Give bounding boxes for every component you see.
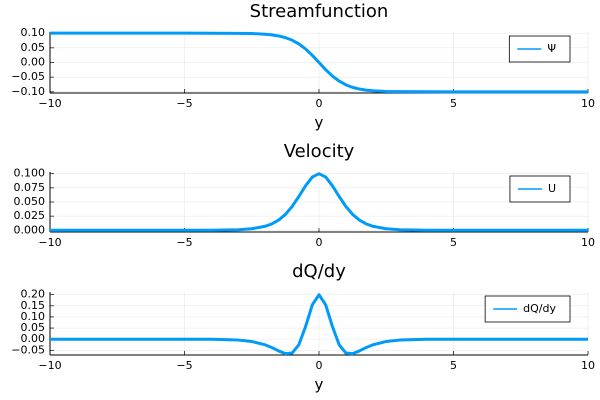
y-tick-label: 0.050 <box>14 195 46 208</box>
y-tick-label: 0.05 <box>21 41 46 54</box>
x-tick-label: −5 <box>176 359 192 372</box>
x-tick-label: 0 <box>316 236 323 249</box>
x-tick-label: 0 <box>316 97 323 110</box>
x-tick-label: −5 <box>176 236 192 249</box>
y-tick-label: 0.20 <box>21 288 46 301</box>
chart-title: Velocity <box>284 141 355 162</box>
y-tick-label: 0.075 <box>14 181 46 194</box>
chart-title: dQ/dy <box>292 261 346 282</box>
data-line <box>50 172 588 232</box>
y-tick-label: 0.10 <box>21 26 46 39</box>
x-tick-label: −5 <box>176 97 192 110</box>
y-tick-label: 0.00 <box>21 332 46 345</box>
x-tick-label: 5 <box>450 97 457 110</box>
data-line <box>50 293 588 356</box>
y-tick-label: −0.05 <box>11 343 45 356</box>
x-tick-label: 0 <box>316 359 323 372</box>
x-axis-label: y <box>315 376 324 394</box>
y-tick-label: 0.05 <box>21 321 46 334</box>
x-tick-label: −10 <box>38 236 61 249</box>
x-tick-label: 10 <box>581 97 595 110</box>
y-tick-label: −0.10 <box>11 85 45 98</box>
x-tick-label: −10 <box>38 97 61 110</box>
y-tick-label: 0.025 <box>14 209 46 222</box>
legend-label: dQ/dy <box>523 302 556 315</box>
y-tick-label: 0.000 <box>14 223 46 236</box>
legend-label: U <box>548 182 556 195</box>
x-tick-label: 5 <box>450 359 457 372</box>
y-tick-label: 0.00 <box>21 56 46 69</box>
legend-label: Ψ <box>547 42 556 55</box>
x-axis-label: y <box>315 114 324 132</box>
x-tick-label: 5 <box>450 236 457 249</box>
y-tick-label: −0.05 <box>11 70 45 83</box>
chart-title: Streamfunction <box>250 1 389 22</box>
y-tick-label: 0.15 <box>21 299 46 312</box>
y-tick-label: 0.10 <box>21 310 46 323</box>
x-tick-label: 10 <box>581 359 595 372</box>
x-tick-label: 10 <box>581 236 595 249</box>
data-line <box>50 31 588 94</box>
x-tick-label: −10 <box>38 359 61 372</box>
y-tick-label: 0.100 <box>14 167 46 180</box>
